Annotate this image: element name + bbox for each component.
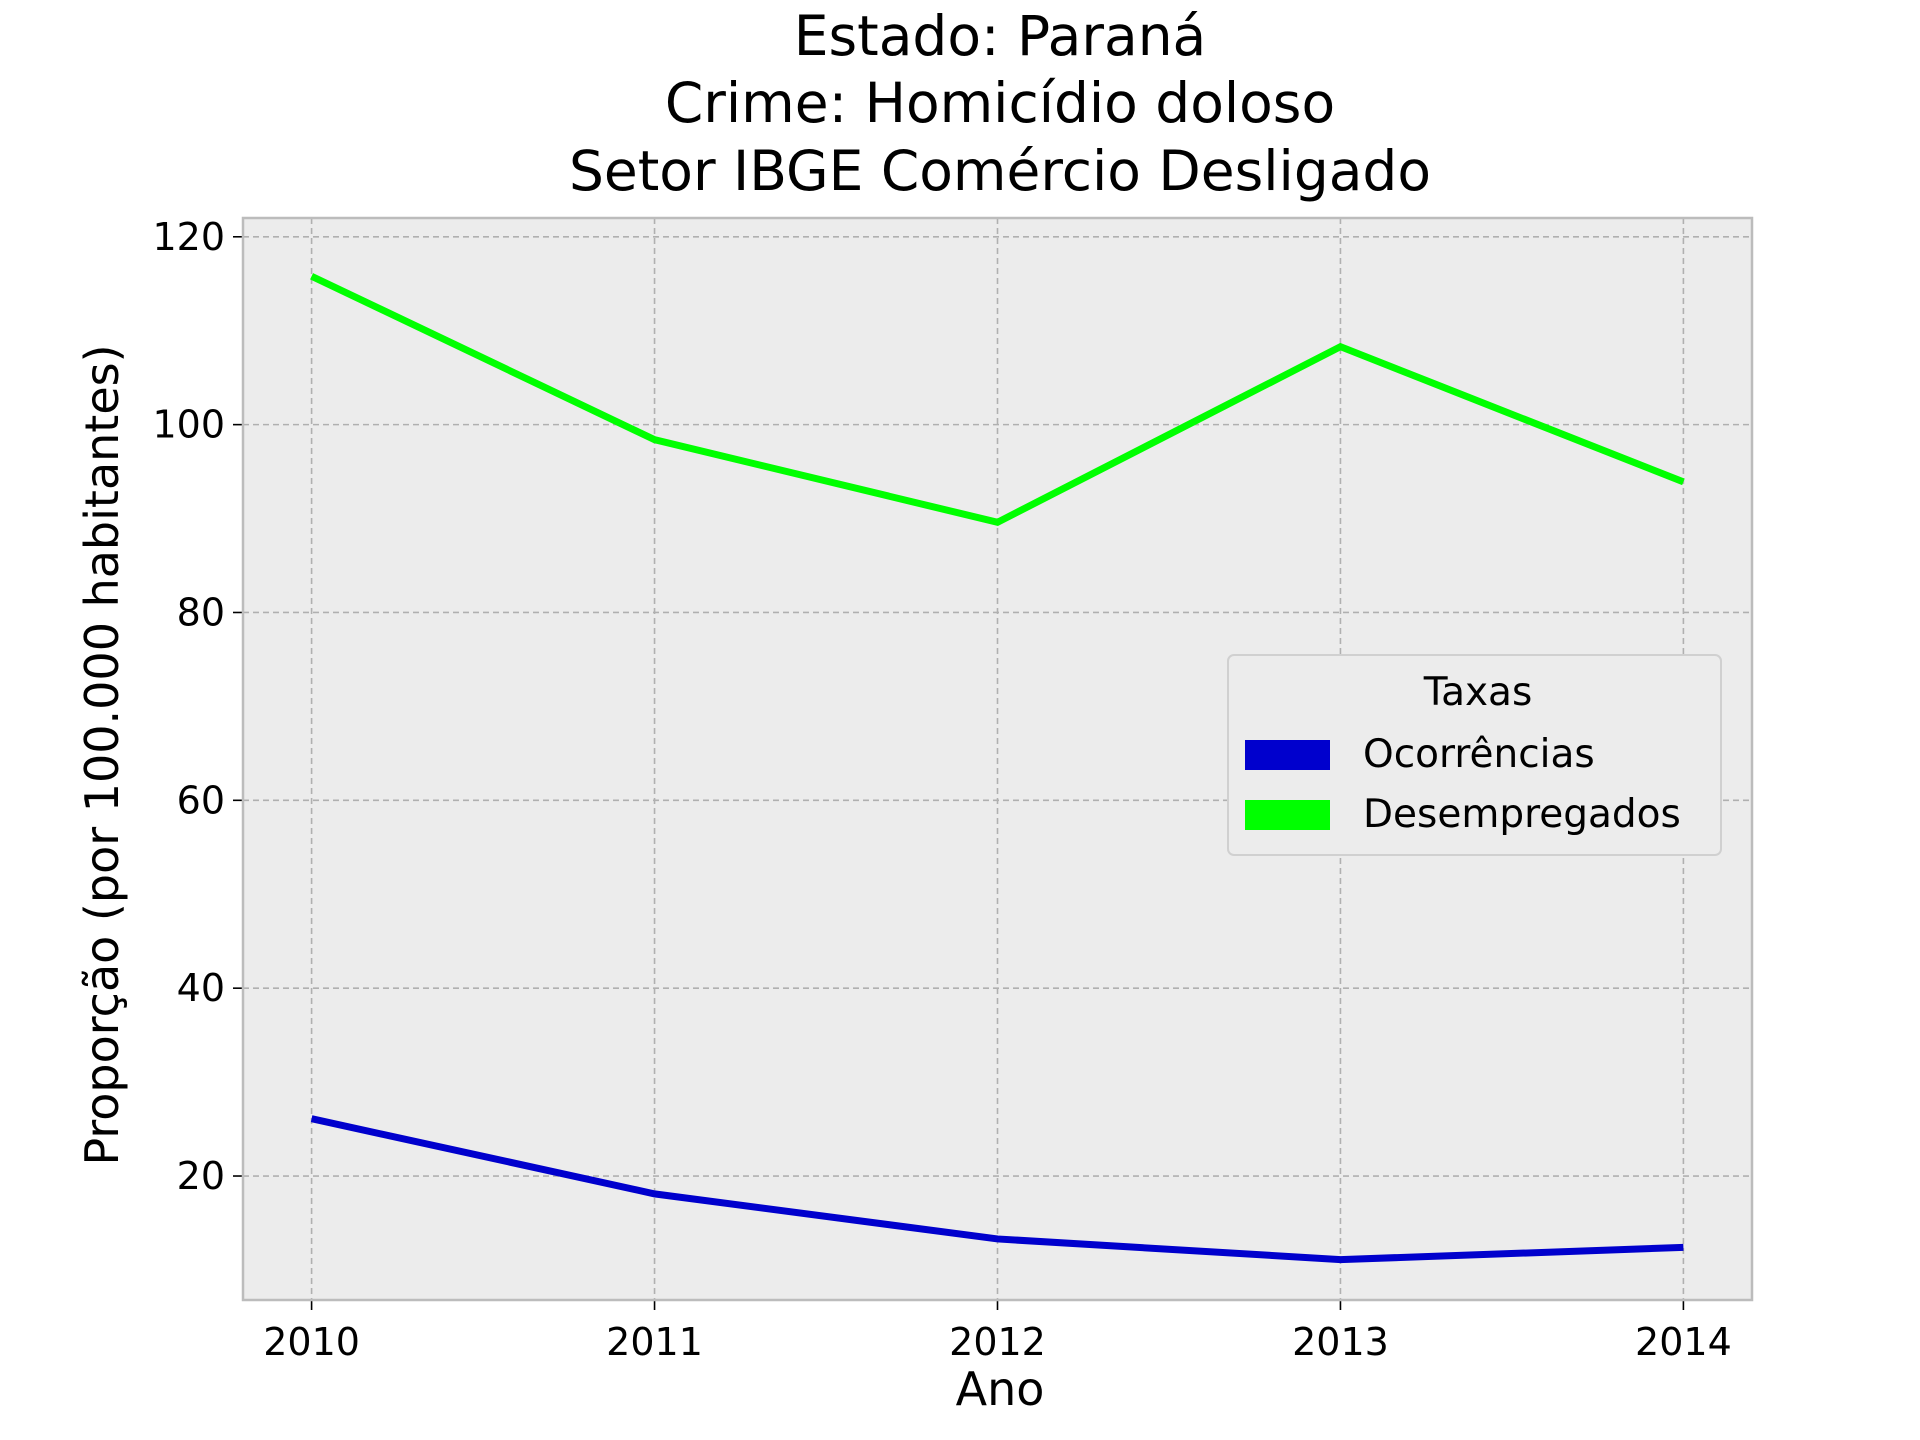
legend-title: Taxas — [1423, 670, 1533, 715]
x-tick-label-2010: 2010 — [263, 1320, 360, 1364]
y-tick-label-20: 20 — [177, 1154, 225, 1198]
series-line-2 — [310, 273, 1685, 527]
y-tick-label-100: 100 — [152, 403, 225, 447]
x-tick-label-2014: 2014 — [1635, 1320, 1732, 1364]
x-tick-label-2011: 2011 — [606, 1320, 703, 1364]
legend-label-1: Ocorrências — [1363, 732, 1595, 777]
title-line-3: Setor IBGE Comércio Desligado — [569, 139, 1431, 203]
y-tick-label-120: 120 — [152, 215, 225, 259]
legend-label-2: Desempregados — [1363, 792, 1681, 837]
x-axis-label: Ano — [956, 1362, 1045, 1416]
y-tick-label-80: 80 — [177, 590, 225, 634]
plot-frame — [241, 216, 1754, 1302]
series-line-1 — [310, 1115, 1684, 1264]
x-tick-label-2013: 2013 — [1292, 1320, 1389, 1364]
title-line-1: Estado: Paraná — [794, 4, 1207, 68]
legend-swatch-2 — [1245, 800, 1330, 830]
y-tick-label-60: 60 — [177, 778, 225, 822]
legend: Taxas Ocorrências Desempregados — [1227, 654, 1722, 856]
y-axis-label: Proporção (por 100.000 habitantes) — [75, 344, 129, 1165]
y-tick-label-40: 40 — [177, 966, 225, 1010]
legend-swatch-1 — [1245, 740, 1330, 770]
x-tick-label-2012: 2012 — [949, 1320, 1046, 1364]
legend-box — [1227, 654, 1722, 856]
title-line-2: Crime: Homicídio doloso — [665, 71, 1335, 135]
chart-title: Estado: Paraná Crime: Homicídio doloso S… — [569, 4, 1431, 203]
